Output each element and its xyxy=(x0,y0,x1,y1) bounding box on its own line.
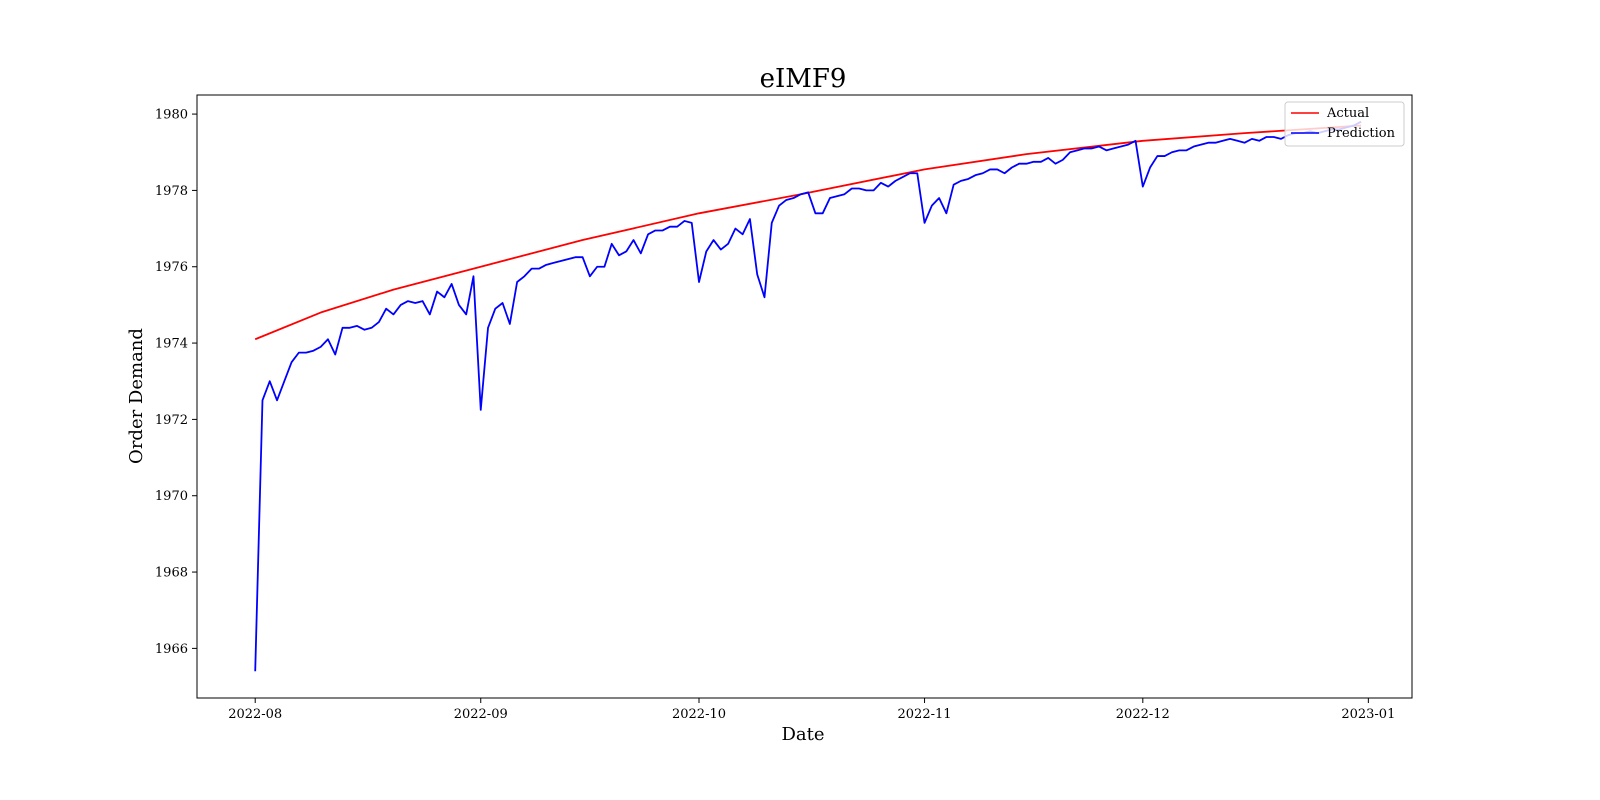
x-axis-label: Date xyxy=(781,724,824,745)
chart-title: eIMF9 xyxy=(760,64,847,94)
plot-area xyxy=(196,94,1413,699)
y-tick-label: 1974 xyxy=(155,337,188,352)
y-axis-label: Order Demand xyxy=(126,328,147,464)
series-line-actual xyxy=(254,124,1362,341)
y-tick-label: 1972 xyxy=(155,413,188,428)
series-layer xyxy=(254,120,1362,672)
x-tick-label: 2023-01 xyxy=(1341,707,1395,722)
plot-frame xyxy=(196,94,1413,699)
y-tick-label: 1970 xyxy=(155,489,188,504)
y-tick-label: 1980 xyxy=(155,108,188,123)
y-axis: 1966 1968 1970 1972 1974 1976 1978 1980 xyxy=(155,108,197,657)
legend-label-actual: Actual xyxy=(1326,106,1369,121)
y-tick-label: 1978 xyxy=(155,184,188,199)
y-tick-label: 1976 xyxy=(155,260,188,275)
x-tick-label: 2022-10 xyxy=(672,707,726,722)
y-tick-label: 1968 xyxy=(155,566,188,581)
x-axis: 2022-08 2022-09 2022-10 2022-11 2022-12 2023-… xyxy=(228,698,1395,722)
legend-label-prediction: Prediction xyxy=(1327,126,1396,141)
series-line-prediction xyxy=(254,120,1362,672)
x-tick-label: 2022-12 xyxy=(1116,707,1170,722)
x-tick-label: 2022-09 xyxy=(454,707,508,722)
legend: Actual Prediction xyxy=(1284,101,1405,147)
x-tick-label: 2022-11 xyxy=(898,707,952,722)
y-tick-label: 1966 xyxy=(155,642,188,657)
x-tick-label: 2022-08 xyxy=(228,707,282,722)
